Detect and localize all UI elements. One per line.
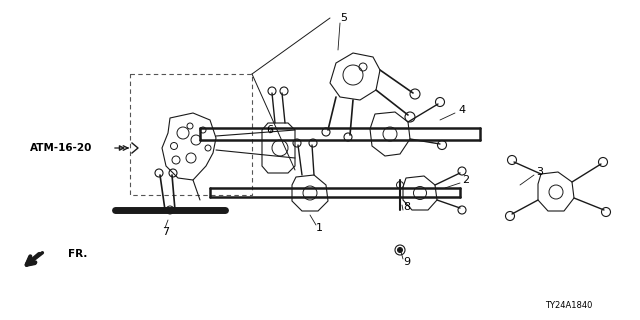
Text: 3: 3 <box>536 167 543 177</box>
Bar <box>130 74 252 195</box>
Text: 6: 6 <box>266 125 273 135</box>
Text: 5: 5 <box>340 13 347 23</box>
Text: TY24A1840: TY24A1840 <box>545 301 592 310</box>
Text: ATM-16-20: ATM-16-20 <box>30 143 92 153</box>
Circle shape <box>397 247 403 252</box>
Text: FR.: FR. <box>68 249 88 259</box>
Text: 4: 4 <box>458 105 465 115</box>
Text: 8: 8 <box>403 202 410 212</box>
Text: 7: 7 <box>162 227 169 237</box>
Text: 2: 2 <box>462 175 469 185</box>
Text: 9: 9 <box>403 257 410 267</box>
Text: 1: 1 <box>316 223 323 233</box>
